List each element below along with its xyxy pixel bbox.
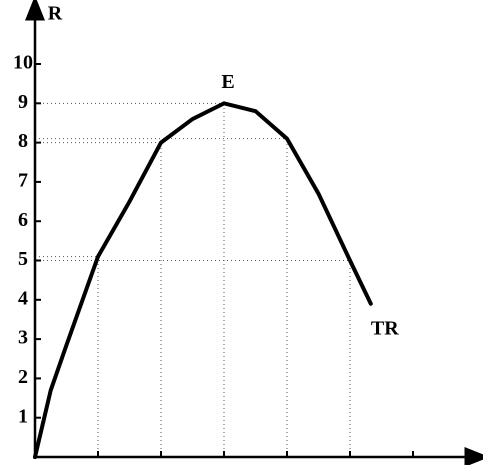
annotation: E — [221, 71, 234, 93]
y-tick-label: 4 — [18, 287, 28, 309]
y-tick-label: 5 — [18, 248, 28, 270]
y-tick-label: 10 — [13, 52, 33, 74]
y-tick-label: 1 — [18, 405, 28, 427]
y-axis-label: R — [48, 3, 63, 25]
line — [33, 101, 373, 459]
y-tick-label: 6 — [18, 209, 28, 231]
series-label: TR — [371, 317, 399, 339]
y-tick-label: 9 — [18, 91, 28, 113]
y-tick-label: 3 — [18, 327, 28, 349]
y-tick-label: 8 — [18, 130, 28, 152]
y-tick-label: 7 — [18, 170, 28, 192]
guides — [35, 102, 351, 457]
y-tick-label: 2 — [18, 366, 28, 388]
